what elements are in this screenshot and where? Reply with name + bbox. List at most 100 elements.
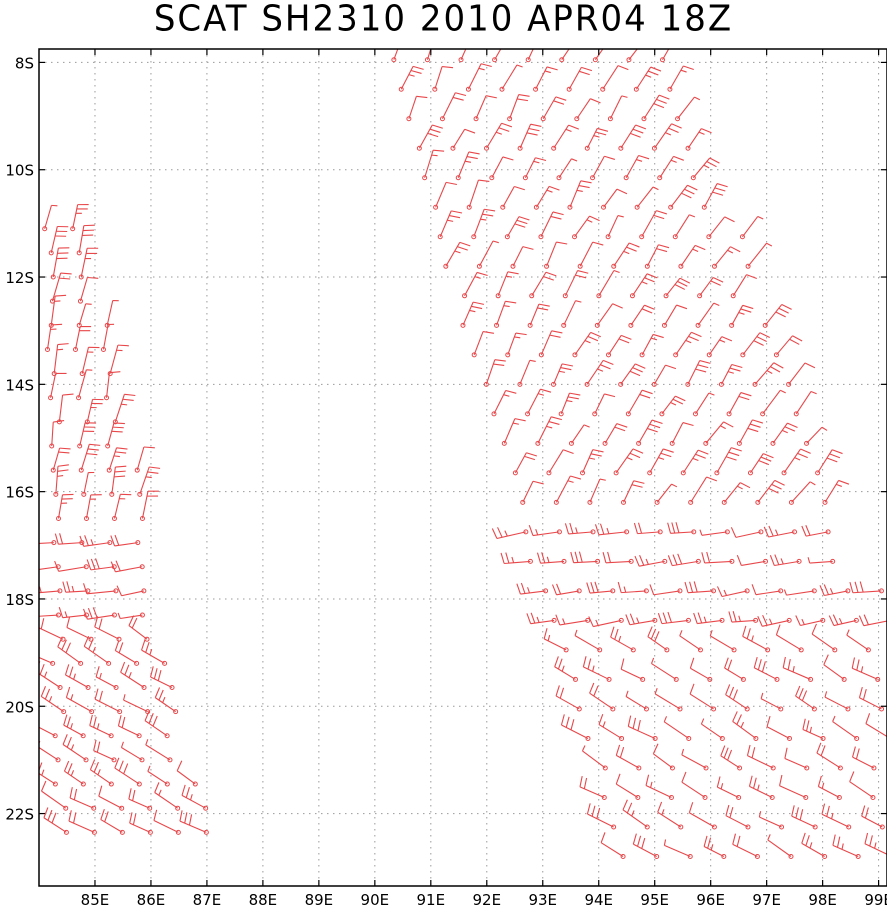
wind-barb xyxy=(465,63,492,92)
wind-barb xyxy=(714,447,742,476)
wind-barb xyxy=(106,447,128,473)
wind-barb xyxy=(546,449,574,476)
wind-barb xyxy=(846,629,871,653)
wind-barb xyxy=(601,188,628,210)
wind-barb xyxy=(39,564,61,570)
wind-barb xyxy=(69,787,97,811)
wind-barb xyxy=(699,529,730,536)
wind-barb xyxy=(657,801,684,830)
wind-barb xyxy=(145,739,173,763)
wind-barb xyxy=(538,330,563,358)
wind-barb xyxy=(701,551,735,564)
wind-barb xyxy=(109,465,127,497)
wind-barb xyxy=(586,581,616,594)
wind-barb xyxy=(706,216,735,240)
wind-barb xyxy=(775,624,804,653)
wind-barb xyxy=(657,155,684,181)
wind-barb xyxy=(141,639,168,666)
wind-barb xyxy=(652,743,675,771)
wind-barb xyxy=(629,273,658,299)
wind-barb xyxy=(663,839,693,859)
wind-barb xyxy=(751,584,784,596)
wind-barb xyxy=(179,810,209,835)
wind-barb xyxy=(594,303,623,328)
wind-barb xyxy=(613,448,644,476)
wind-barb xyxy=(42,204,58,232)
lon-tick-label: 96E xyxy=(696,891,725,909)
wind-barb xyxy=(742,625,771,653)
wind-barb xyxy=(473,95,497,122)
wind-barb xyxy=(617,581,649,594)
wind-barb xyxy=(811,623,838,653)
wind-barb xyxy=(437,210,463,240)
wind-barb xyxy=(53,464,69,497)
wind-barb xyxy=(128,788,153,811)
wind-barb xyxy=(566,66,593,92)
wind-barb xyxy=(622,799,650,830)
lat-tick-label: 18S xyxy=(5,591,34,609)
wind-barb xyxy=(600,65,629,92)
plot-frame xyxy=(38,48,887,887)
wind-barb xyxy=(763,525,798,538)
wind-barb xyxy=(791,805,818,830)
wind-barb xyxy=(703,835,727,859)
lon-tick-label: 91E xyxy=(417,891,446,909)
wind-barb xyxy=(83,607,117,620)
wind-barb xyxy=(753,656,780,682)
wind-barb xyxy=(611,242,640,269)
wind-barb xyxy=(711,246,741,269)
wind-barb xyxy=(626,49,638,63)
wind-barb xyxy=(784,747,810,771)
wind-barb xyxy=(718,363,743,387)
wind-barb xyxy=(70,204,89,232)
wind-barb xyxy=(668,184,698,210)
wind-barb xyxy=(685,360,711,387)
wind-barb xyxy=(556,158,578,181)
wind-barb xyxy=(819,584,851,597)
wind-barb xyxy=(50,447,71,473)
lon-tick-label: 90E xyxy=(361,891,390,909)
wind-barb xyxy=(526,612,557,625)
wind-barb xyxy=(128,615,150,642)
wind-barb xyxy=(114,640,140,666)
wind-barb xyxy=(589,682,616,712)
wind-barb xyxy=(147,765,170,787)
wind-barb xyxy=(500,185,525,210)
wind-barb xyxy=(439,92,467,122)
wind-barb xyxy=(505,332,527,358)
wind-barb xyxy=(730,527,764,538)
lat-tick-label: 14S xyxy=(5,376,34,394)
wind-barb xyxy=(40,780,69,811)
wind-barb xyxy=(849,581,884,594)
wind-barb xyxy=(610,626,636,653)
wind-barb xyxy=(574,629,603,653)
wind-barb xyxy=(650,657,679,682)
wind-barb xyxy=(706,336,733,358)
lat-tick-label: 10S xyxy=(5,162,34,180)
wind-barb xyxy=(529,271,557,299)
wind-barb xyxy=(681,771,708,800)
wind-barb xyxy=(527,303,550,328)
wind-barb xyxy=(77,422,97,449)
wind-barb xyxy=(533,185,560,210)
wind-barb xyxy=(726,392,752,417)
wind-barb xyxy=(39,762,58,787)
wind-barb xyxy=(66,616,94,642)
wind-barb xyxy=(391,49,399,63)
wind-barb xyxy=(724,657,746,682)
wind-barb xyxy=(62,734,89,763)
wind-barb xyxy=(786,362,816,387)
wind-barb xyxy=(39,726,58,739)
wind-barb xyxy=(120,741,145,763)
wind-barb xyxy=(760,389,786,417)
wind-barb xyxy=(111,493,132,521)
wind-barb xyxy=(634,554,668,567)
wind-barb xyxy=(864,832,887,855)
wind-barb xyxy=(543,628,569,653)
wind-barb xyxy=(817,775,842,800)
axis-ticks: 85E 86E 87E 88E 89E 90E 91E 92E 93E 94E 95E 96E 97E 9… xyxy=(5,49,887,909)
wind-barb xyxy=(804,426,828,446)
lon-tick-label: 85E xyxy=(81,891,110,909)
wind-barb xyxy=(105,422,125,449)
wind-barb xyxy=(693,612,725,625)
